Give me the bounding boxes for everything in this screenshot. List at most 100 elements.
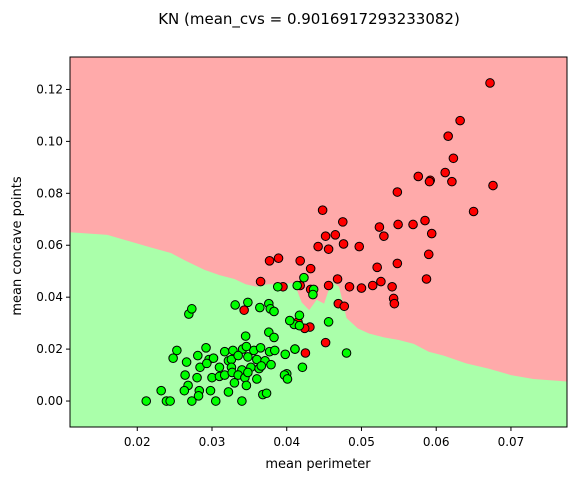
data-point-benign (210, 396, 221, 406)
data-point-malignant (330, 230, 341, 240)
data-point-malignant (317, 205, 328, 215)
data-point-benign (219, 346, 230, 357)
data-point-benign (282, 374, 293, 384)
data-point-benign (193, 391, 204, 401)
data-point-benign (261, 388, 272, 399)
y-tick-label: 0.10 (36, 134, 63, 148)
data-point-malignant (424, 176, 435, 187)
data-point-benign (241, 380, 252, 391)
data-point-malignant (332, 274, 343, 284)
data-point-malignant (413, 171, 424, 182)
x-tick-label: 0.06 (423, 435, 450, 449)
data-point-malignant (488, 180, 498, 191)
data-point-benign (243, 297, 253, 308)
data-point-benign (292, 280, 303, 291)
data-point-malignant (320, 231, 331, 241)
y-tick-label: 0.08 (36, 186, 63, 200)
data-point-benign (323, 317, 334, 327)
data-point-malignant (455, 115, 465, 126)
data-point-benign (181, 357, 192, 367)
data-point-malignant (367, 280, 378, 291)
data-point-benign (241, 341, 252, 352)
data-point-malignant (323, 244, 334, 254)
data-point-malignant (420, 215, 430, 226)
data-point-benign (284, 315, 295, 326)
data-point-malignant (447, 176, 457, 187)
data-point-malignant (389, 298, 400, 309)
data-point-benign (243, 352, 253, 362)
data-point-benign (290, 344, 300, 354)
series-benign (141, 272, 352, 406)
data-point-benign (269, 332, 279, 343)
data-point-benign (192, 372, 202, 383)
data-point-malignant (421, 274, 432, 284)
data-point-malignant (443, 131, 453, 141)
data-point-benign (172, 345, 182, 356)
data-point-benign (237, 396, 247, 406)
data-point-malignant (392, 187, 403, 197)
data-point-malignant (423, 249, 434, 260)
data-point-benign (230, 300, 240, 310)
data-point-benign (297, 362, 308, 373)
data-point-malignant (264, 256, 275, 266)
x-axis-label: mean perimeter (265, 457, 371, 472)
data-point-malignant (295, 256, 305, 266)
y-tick-label: 0.06 (36, 238, 63, 252)
data-point-benign (269, 306, 279, 317)
data-point-benign (308, 289, 318, 300)
data-point-benign (269, 345, 280, 356)
data-point-benign (208, 353, 219, 363)
data-point-malignant (338, 239, 349, 249)
data-point-malignant (426, 228, 437, 239)
data-point-malignant (344, 281, 355, 292)
data-point-malignant (239, 305, 249, 315)
data-point-benign (255, 343, 266, 353)
data-point-benign (141, 396, 152, 406)
data-point-benign (214, 362, 225, 373)
y-axis-label: mean concave points (10, 176, 25, 315)
data-point-malignant (356, 283, 367, 293)
x-tick-label: 0.02 (124, 435, 151, 449)
data-point-malignant (339, 301, 350, 312)
data-point-benign (243, 367, 253, 378)
data-point-malignant (392, 258, 403, 269)
data-point-malignant (354, 241, 365, 252)
y-tick-label: 0.02 (36, 342, 63, 356)
x-tick-label: 0.03 (199, 435, 226, 449)
data-point-malignant (374, 222, 385, 232)
data-point-malignant (468, 206, 479, 217)
data-point-benign (341, 348, 352, 358)
data-point-benign (223, 387, 234, 397)
data-point-malignant (337, 217, 348, 227)
data-point-malignant (379, 231, 389, 241)
data-point-benign (280, 349, 291, 360)
data-point-benign (179, 385, 190, 396)
y-tick-label: 0.04 (36, 290, 63, 304)
data-point-malignant (408, 219, 418, 230)
data-point-benign (165, 396, 175, 406)
data-point-benign (168, 353, 178, 363)
data-point-malignant (273, 253, 284, 264)
data-point-malignant (448, 153, 459, 164)
data-point-benign (156, 385, 166, 396)
data-point-benign (256, 361, 267, 371)
data-point-benign (205, 385, 216, 396)
data-point-malignant (372, 262, 382, 273)
data-point-benign (180, 370, 190, 380)
plot-frame (69, 56, 568, 428)
data-point-malignant (387, 281, 397, 292)
data-point-benign (255, 302, 265, 313)
data-point-benign (187, 396, 197, 406)
data-point-benign (187, 304, 197, 314)
data-point-malignant (376, 276, 386, 287)
plot-area: 0.02 0.03 0.04 0.05 0.06 0.07 0.00 0.02 0.04 0.06… (36, 56, 568, 449)
data-point-malignant (485, 78, 495, 88)
data-point-benign (233, 350, 243, 361)
data-point-benign (299, 272, 309, 283)
data-point-malignant (313, 241, 323, 252)
y-tick-label: 0.12 (36, 82, 63, 96)
data-point-benign (201, 343, 211, 353)
x-tick-label: 0.04 (273, 435, 300, 449)
data-point-malignant (255, 276, 266, 287)
